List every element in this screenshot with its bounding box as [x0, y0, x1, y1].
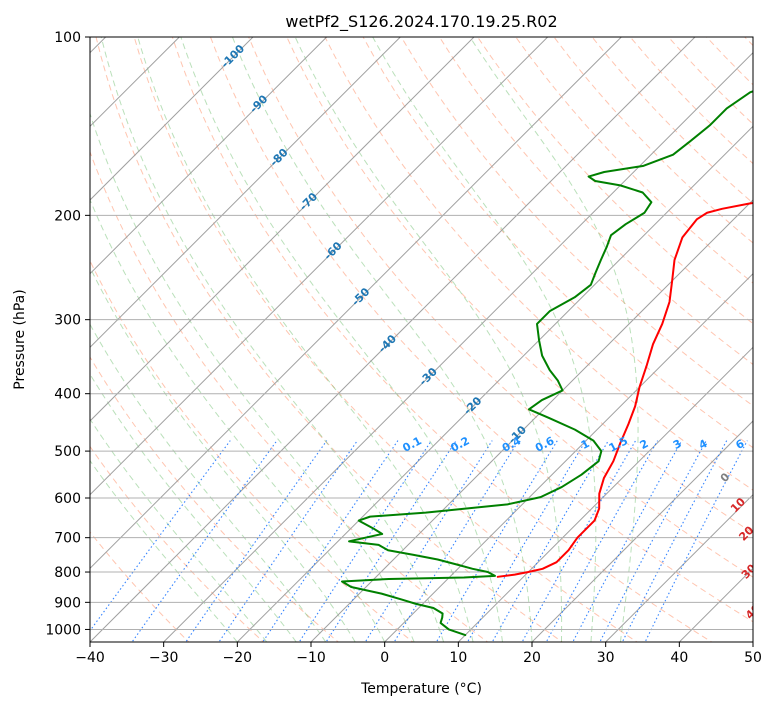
dry-adiabat-line [477, 37, 753, 325]
sounding-series [341, 90, 753, 637]
dry-adiabat-line [362, 37, 753, 449]
moist-adiabats [90, 37, 639, 642]
x-axis-label: Temperature (°C) [360, 681, 482, 697]
pressure-gridlines [90, 37, 753, 630]
x-tick-label: −10 [296, 650, 326, 666]
moist-adiabat-line [469, 37, 639, 642]
dry-adiabat-line [439, 37, 753, 366]
mixing-ratio-line [131, 440, 278, 642]
moist-adiabat-line [90, 323, 327, 642]
isotherm-line [384, 272, 753, 642]
dry-adiabat-line [90, 259, 414, 642]
mixing-ratio-line [572, 440, 683, 642]
mixing-ratio-line [599, 440, 707, 642]
mixing-ratio-line [466, 440, 587, 642]
dry-adiabat-line [248, 37, 753, 578]
dewpoint-profile-line [341, 90, 753, 637]
isotherm-line [90, 37, 254, 201]
mixing-ratio-line [545, 440, 659, 642]
moist-adiabat-line [90, 266, 356, 642]
moist-adiabat-line [372, 37, 597, 642]
isotherm-line [90, 37, 696, 642]
moist-adiabat-line [90, 198, 386, 642]
y-tick-label: 100 [54, 30, 81, 46]
moist-adiabat-line [90, 418, 268, 642]
isotherm-line [90, 37, 549, 496]
isotherm-line [90, 37, 401, 349]
moist-adiabat-line [137, 37, 474, 642]
x-tick-label: 0 [380, 650, 389, 666]
mixing-ratio-line [435, 440, 558, 642]
y-tick-label: 300 [54, 313, 81, 329]
x-tick-label: −20 [223, 650, 253, 666]
chart-title: wetPf2_S126.2024.170.19.25.R02 [285, 12, 557, 32]
mixing-ratio-line [621, 440, 728, 642]
moist-adiabat-line [294, 37, 563, 642]
moist-adiabat-line [90, 112, 415, 642]
mixing-ratio-lines [90, 440, 748, 642]
x-tick-label: 30 [597, 650, 615, 666]
y-tick-label: 800 [54, 565, 81, 581]
y-axis: 1000 900 800 700 600 500 400 300 200 100 [45, 30, 90, 638]
isotherm-line [605, 493, 753, 642]
y-tick-label: 1000 [45, 622, 81, 638]
y-tick-label: 600 [54, 491, 81, 507]
x-tick-label: 40 [670, 650, 688, 666]
x-axis: −40 −30 −20 −10 0 10 20 30 40 50 [75, 642, 762, 666]
moist-adiabat-line [90, 373, 297, 642]
y-tick-label: 900 [54, 595, 81, 611]
moist-adiabat-line [90, 459, 238, 642]
isotherm-line [90, 37, 475, 422]
isotherm-line [163, 51, 753, 642]
y-tick-label: 400 [54, 387, 81, 403]
moist-adiabat-line [180, 37, 504, 642]
mixing-ratio-line [491, 440, 609, 642]
mixing-ratio-line [521, 440, 637, 642]
dry-adiabat-line [324, 37, 753, 491]
temperature-profile-line [496, 201, 753, 578]
mixing-ratio-line [325, 440, 457, 642]
x-tick-label: −30 [149, 650, 179, 666]
y-axis-label: Pressure (hPa) [12, 289, 28, 389]
x-tick-label: 20 [523, 650, 541, 666]
mixing-ratio-line [393, 440, 520, 642]
y-tick-label: 200 [54, 208, 81, 224]
mixing-ratio-line [298, 440, 432, 642]
mixing-ratio-line [364, 440, 493, 642]
mixing-ratio-line [185, 440, 328, 642]
y-tick-label: 700 [54, 531, 81, 547]
y-tick-label: 500 [54, 444, 81, 460]
x-tick-label: 10 [449, 650, 467, 666]
isotherm-line [457, 346, 753, 642]
dry-adiabat-line [400, 37, 753, 407]
moist-adiabat-line [100, 37, 445, 642]
moist-adiabat-line [231, 37, 533, 642]
plot-frame [89, 36, 754, 643]
adiabat-label: 40 [743, 602, 763, 622]
x-tick-label: −40 [75, 650, 105, 666]
x-tick-label: 50 [744, 650, 762, 666]
isotherm-line [90, 37, 622, 570]
isotherm-line [531, 420, 753, 642]
plot-area: -100-90-80-70-60-50-40-30-20-100.1 0.2 0.4… [90, 37, 763, 642]
isotherm-line [310, 199, 753, 642]
dry-adiabat-line [286, 37, 753, 534]
mixing-ratio-line [262, 440, 399, 642]
isotherm-line [90, 37, 328, 275]
